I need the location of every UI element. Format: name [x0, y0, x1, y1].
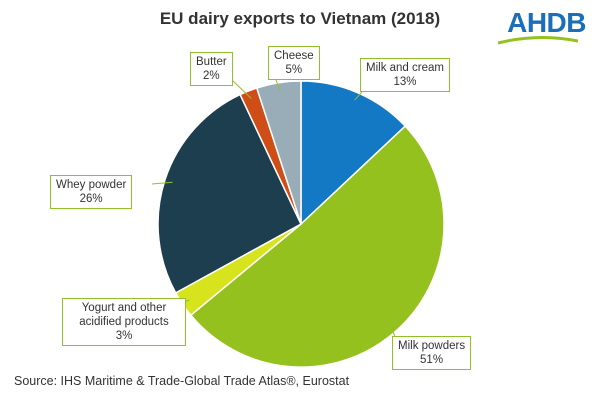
label-yogurt: Yogurt and other acidified products 3%: [62, 298, 186, 346]
leader-line: [231, 79, 252, 99]
slice-label: Butter: [196, 56, 227, 68]
slice-label: Milk powders: [398, 340, 466, 352]
leader-line: [151, 181, 173, 185]
label-butter: Butter 2%: [190, 52, 233, 86]
pie-slice-cheese: [255, 80, 302, 225]
slice-pct: 13%: [393, 76, 417, 88]
slice-pct: 5%: [285, 64, 303, 76]
label-milk-powders: Milk powders 51%: [392, 336, 472, 370]
label-milk-and-cream: Milk and cream 13%: [360, 58, 450, 92]
leader-line: [275, 79, 281, 91]
ahdb-logo: AHDB: [494, 6, 586, 46]
slice-label: Cheese: [274, 50, 314, 62]
slice-pct: 2%: [203, 70, 220, 82]
label-whey-powder: Whey powder 26%: [50, 175, 133, 209]
pie-slice-whey: [157, 93, 302, 294]
pie-slice-milk: [189, 125, 445, 368]
pie-slice-milk: [300, 80, 407, 226]
slice-pct: 3%: [115, 330, 133, 342]
source-note: Source: IHS Maritime & Trade-Global Trad…: [14, 374, 350, 388]
logo-swoosh-icon: [498, 35, 578, 45]
logo-text: AHDB: [507, 7, 586, 38]
slice-pct: 26%: [79, 193, 103, 205]
slice-label: Yogurt and other acidified products: [79, 302, 169, 328]
leader-line: [354, 91, 363, 101]
slice-pct: 51%: [420, 354, 444, 366]
slice-label: Milk and cream: [366, 62, 444, 74]
slice-label: Whey powder: [56, 179, 127, 191]
label-cheese: Cheese 5%: [268, 46, 320, 80]
chart-title: EU dairy exports to Vietnam (2018): [159, 9, 441, 28]
